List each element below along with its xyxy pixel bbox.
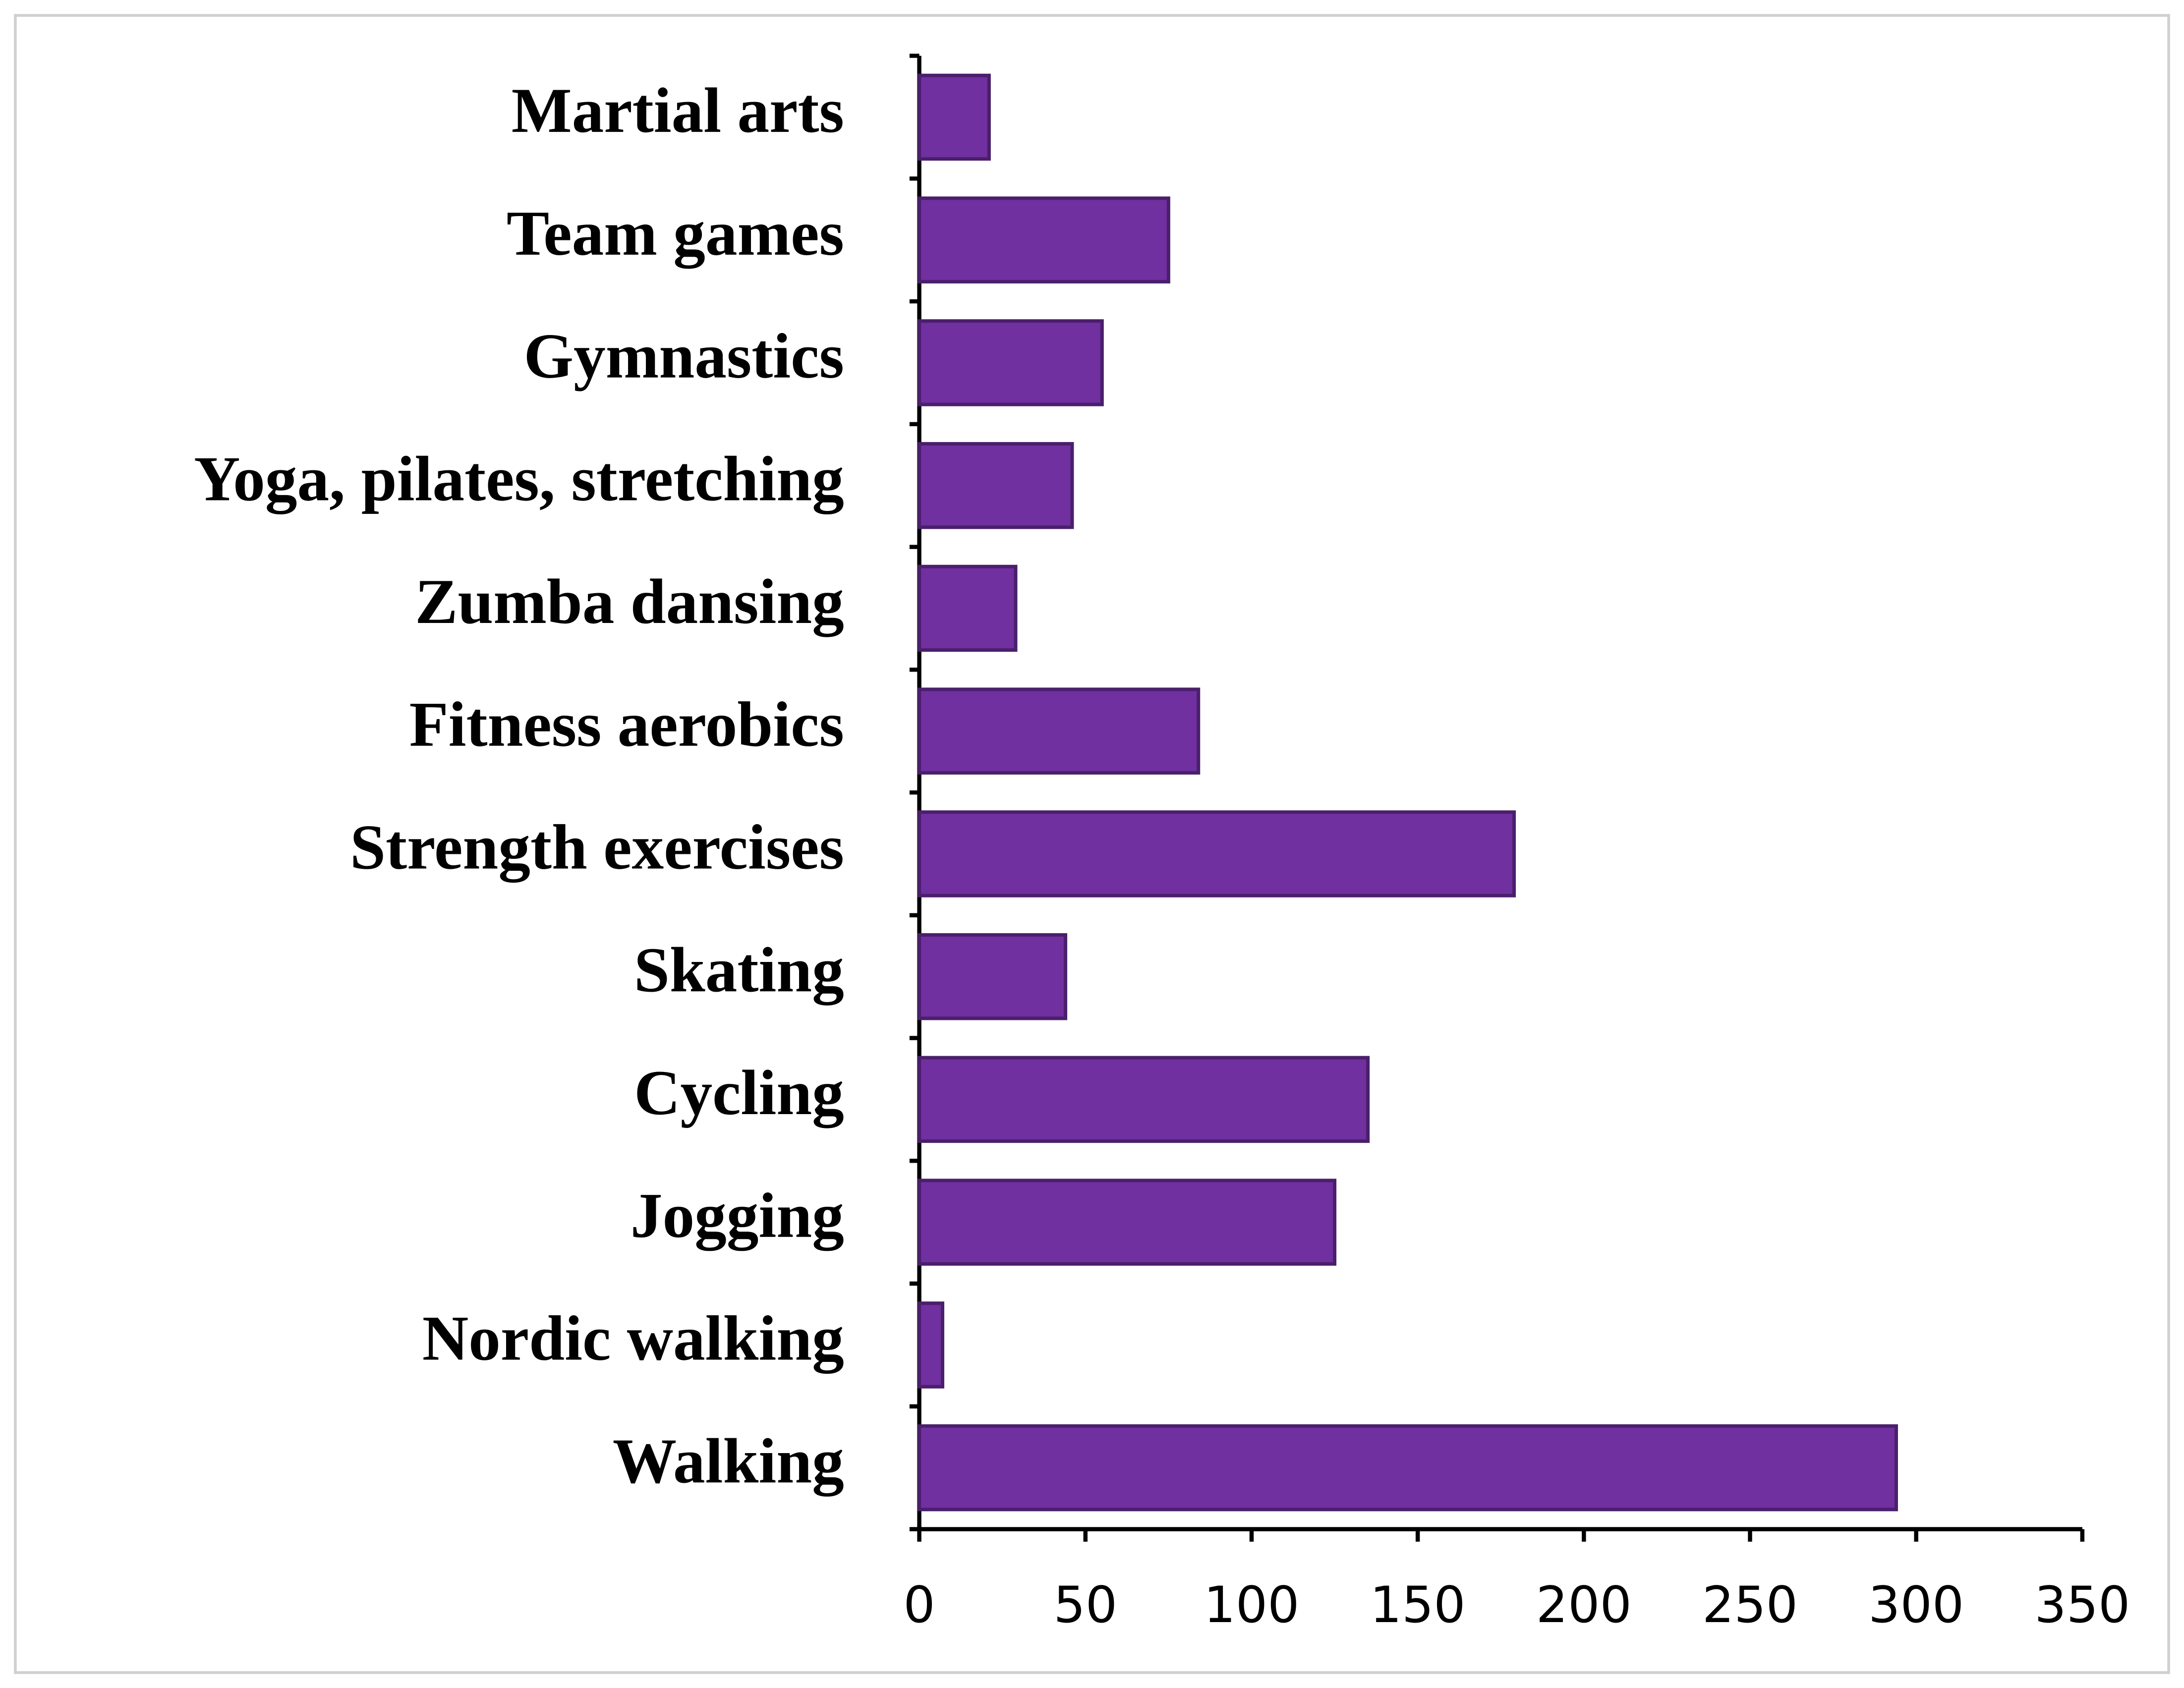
x-tick-label: 350 [2034,1575,2130,1634]
y-tick-label: Martial arts [512,75,844,146]
bar [918,687,1201,775]
y-tick-label: Jogging [631,1180,844,1251]
x-tick-label: 300 [1868,1575,1964,1634]
y-tick-label: Team games [507,198,844,269]
bar [918,1424,1898,1512]
y-tick-label: Skating [634,934,844,1006]
x-tick-label: 150 [1370,1575,1466,1634]
bar [918,1056,1370,1143]
y-tick-label: Strength exercises [350,812,844,883]
x-tick-label: 50 [1053,1575,1117,1634]
y-tick-label: Nordic walking [422,1303,844,1374]
y-tick-label: Zumba dansing [415,566,844,637]
y-tick-label: Gymnastics [524,321,844,392]
bar [918,1301,945,1389]
bar [918,810,1516,898]
bar [918,564,1018,652]
bar [918,1179,1337,1266]
x-tick-label: 200 [1536,1575,1632,1634]
bar [918,196,1170,283]
y-tick-label: Cycling [634,1057,844,1128]
y-tick-label: Fitness aerobics [409,689,844,760]
y-tick-label: Yoga, pilates, stretching [194,443,844,514]
x-tick-label: 250 [1702,1575,1798,1634]
bar [918,319,1104,406]
bar [918,73,991,161]
bar [918,933,1068,1020]
x-tick-label: 100 [1204,1575,1299,1634]
y-tick-label: Walking [613,1425,844,1497]
bar [918,442,1074,529]
x-tick-label: 0 [903,1575,935,1634]
